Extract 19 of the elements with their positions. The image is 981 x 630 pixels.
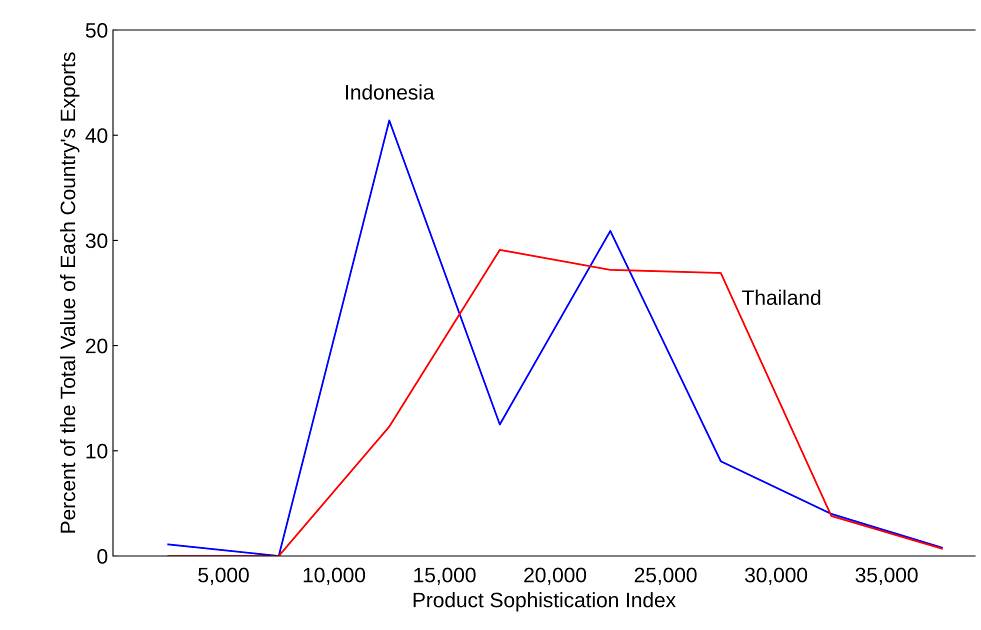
x-axis-title: Product Sophistication Index [414,592,676,612]
y-tick-label: 30 [86,233,108,248]
x-tick-label: 10,000 [304,568,366,585]
y-tick-label: 10 [86,444,108,459]
x-tick-label: 35,000 [856,568,918,585]
series-label: Thailand [742,290,820,305]
x-tick-label: 30,000 [745,568,808,585]
y-tick-label: 40 [85,128,108,143]
y-tick-label: 20 [86,338,108,354]
x-tick-label: 25,000 [634,568,697,585]
series-label: Indonesia [346,84,434,100]
y-tick-label: 0 [97,549,108,564]
x-tick-label: 20,000 [524,568,586,585]
y-axis-title: Percent of the Total Value of Each Country's Exports [60,52,80,533]
x-tick-label: 5,000 [198,568,249,585]
y-tick-label: 50 [86,23,108,38]
line-series [167,248,943,556]
line-series [167,120,943,556]
x-tick-label: 15,000 [414,568,476,585]
